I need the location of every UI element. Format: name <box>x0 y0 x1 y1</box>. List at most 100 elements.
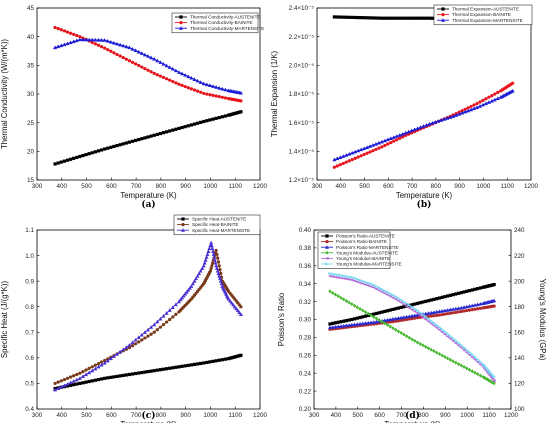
data-point <box>336 324 341 329</box>
data-point <box>415 126 420 130</box>
data-point <box>111 354 116 358</box>
data-point <box>492 381 496 386</box>
y-tick-label: 1.1 <box>25 227 34 234</box>
data-point <box>472 358 477 362</box>
legend-marker <box>441 7 445 11</box>
data-point <box>454 360 458 365</box>
data-point <box>180 295 185 300</box>
data-point <box>368 144 373 148</box>
data-point <box>216 271 221 276</box>
data-point <box>489 372 494 376</box>
data-point <box>103 358 107 363</box>
data-point <box>454 310 458 314</box>
panel-label: (a) <box>141 199 155 210</box>
data-point <box>395 138 399 142</box>
data-point <box>195 121 200 125</box>
data-point <box>396 299 400 303</box>
legend-box <box>173 214 261 236</box>
y-tick-label: 2.0×10⁻⁵ <box>289 63 315 70</box>
data-point <box>482 375 487 380</box>
data-point <box>462 290 466 294</box>
data-point <box>136 49 141 54</box>
data-point <box>176 299 181 304</box>
data-point <box>68 380 73 385</box>
data-point <box>446 356 450 361</box>
data-point <box>487 369 491 373</box>
data-point <box>368 150 372 154</box>
data-point <box>478 360 483 364</box>
data-point <box>168 129 172 133</box>
x-tick-label: 700 <box>131 412 142 419</box>
x-tick-label: 300 <box>32 183 43 190</box>
data-point <box>347 159 351 163</box>
data-point <box>93 378 97 382</box>
data-point <box>382 138 387 143</box>
data-point <box>493 92 497 96</box>
data-point <box>451 359 455 364</box>
chart-panel-2: 300 400 500 600 700 800 900 1000 1100 1200 1.2×10⁻… <box>270 4 538 210</box>
data-point <box>176 70 181 74</box>
data-point <box>202 260 207 265</box>
data-point <box>124 345 129 349</box>
data-point <box>127 59 132 63</box>
data-point <box>467 350 472 354</box>
data-point <box>366 281 371 285</box>
data-point <box>356 155 360 159</box>
legend-marker <box>179 26 183 30</box>
legend-entry: Thermal Expansion-BAINITE <box>452 12 511 17</box>
data-point <box>410 303 414 307</box>
data-point <box>327 274 332 278</box>
data-point <box>205 360 209 365</box>
data-point <box>443 330 447 334</box>
data-point <box>59 43 64 48</box>
chart-panel-3: 300 400 500 600 700 800 900 1000 1100 1200 0.4 0.5 0… <box>0 214 267 423</box>
data-point <box>369 320 374 325</box>
data-point <box>99 148 104 152</box>
data-point <box>173 68 178 73</box>
data-point <box>62 383 67 388</box>
data-point <box>99 377 104 381</box>
data-point <box>184 290 189 294</box>
data-point <box>78 371 82 375</box>
data-point <box>211 93 215 97</box>
data-point <box>344 274 349 278</box>
x-tick-label: 800 <box>431 183 442 190</box>
data-point <box>359 16 363 20</box>
data-point <box>477 104 482 108</box>
data-point <box>130 344 135 348</box>
data-point <box>183 125 187 129</box>
data-point <box>482 364 487 368</box>
data-point <box>218 276 223 281</box>
data-point <box>87 366 91 371</box>
data-point <box>476 357 480 362</box>
data-point <box>341 161 345 166</box>
y-axis-label: Specific Heat (J/(g*K)) <box>0 281 9 359</box>
data-point <box>388 294 392 298</box>
data-point <box>389 140 393 145</box>
data-point <box>130 372 135 376</box>
data-point <box>186 124 190 128</box>
data-point <box>65 382 70 386</box>
data-point <box>432 321 436 325</box>
data-point <box>59 160 63 164</box>
data-point <box>99 362 104 367</box>
data-point <box>470 308 474 312</box>
data-point <box>190 281 195 286</box>
data-point <box>415 301 420 305</box>
legend-entry: Thermal Conductivity-BAINITE <box>190 20 253 25</box>
legend-marker <box>181 217 185 221</box>
data-point <box>130 60 135 64</box>
data-point <box>167 65 172 69</box>
y-tick-label: 1.0 <box>25 253 34 260</box>
data-point <box>171 79 175 84</box>
data-point <box>106 48 110 52</box>
data-point <box>353 149 358 154</box>
data-point <box>470 355 474 359</box>
data-point <box>187 286 192 290</box>
data-point <box>353 156 357 160</box>
data-point <box>103 376 107 380</box>
data-point <box>459 346 463 350</box>
data-point <box>489 99 494 103</box>
y2-tick-label: 120 <box>514 381 525 388</box>
x-tick-label: 1000 <box>203 412 218 419</box>
